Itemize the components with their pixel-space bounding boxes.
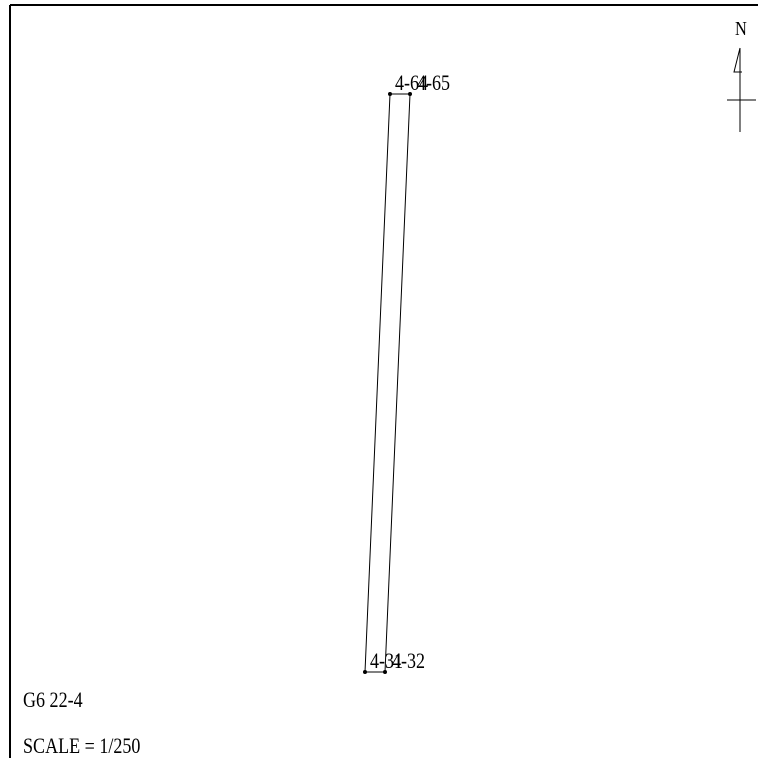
scale-text: SCALE = 1/250	[23, 733, 140, 759]
vertex-bottom-left	[363, 670, 367, 674]
point-label-bottom-right: 4-32	[392, 648, 425, 674]
vertex-top-left	[388, 92, 392, 96]
north-arrow-icon	[727, 48, 756, 132]
sheet-id: G6 22-4	[23, 687, 83, 713]
north-label: N	[735, 18, 747, 41]
point-label-top-right: 4-65	[417, 70, 450, 96]
parcel-outline	[365, 94, 410, 672]
